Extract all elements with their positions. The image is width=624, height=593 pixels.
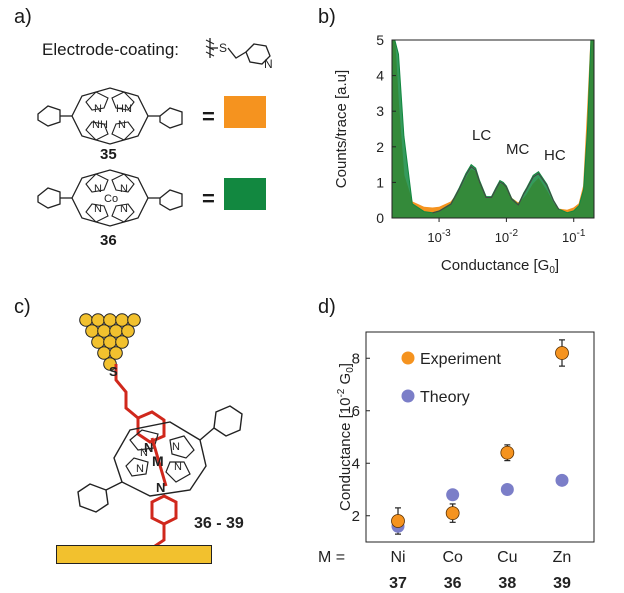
metal-category-label: Co <box>442 549 463 566</box>
histogram-xtick-label: 10-2 <box>495 228 519 245</box>
compound-number-35: 35 <box>100 146 117 163</box>
porphyrin-35-atom-nh: NH <box>92 119 108 131</box>
gold-electrode-bottom <box>56 545 212 564</box>
experiment-point <box>500 445 515 460</box>
porphyrin-36-atom-n4: N <box>120 203 128 215</box>
porphyrin-36-atom-n2: N <box>120 183 128 195</box>
scatter-ytick-label: 4 <box>352 455 360 472</box>
histogram-ytick-label: 1 <box>376 174 384 190</box>
equals-35: = <box>202 104 215 129</box>
legend-marker <box>401 389 415 403</box>
metal-category-label: Zn <box>553 549 572 566</box>
linker-n-atom: N <box>264 57 273 71</box>
histogram-y-axis-label: Counts/trace [a.u] <box>333 70 350 188</box>
legend-label: Theory <box>420 389 470 406</box>
m-equals-label: M = <box>318 549 345 566</box>
gold-atom <box>121 324 135 338</box>
phenyl-right <box>213 405 243 437</box>
scatter-ytick-label: 8 <box>352 350 360 367</box>
histogram-ytick-label: 5 <box>376 32 384 48</box>
equals-36: = <box>202 186 215 211</box>
molecular-junction-diagram: S N N N N N M N S 36 - 39 <box>77 313 244 564</box>
porphyrin-36-structure: N N Co N N <box>37 169 183 227</box>
compound-number-label: 36 <box>444 575 462 592</box>
histogram-frame <box>391 39 595 219</box>
panel-label-c: c) <box>14 296 31 318</box>
phenyl-left <box>77 483 109 513</box>
histogram-xtick-label: 10-3 <box>427 228 451 245</box>
experiment-point <box>445 506 460 521</box>
histogram-area-36 <box>391 39 595 219</box>
ring-n-2: N <box>172 441 180 453</box>
theory-point <box>500 483 514 496</box>
porphyrin-36-atom-co: Co <box>104 193 118 205</box>
swatch-36 <box>224 178 266 210</box>
porphyrin-35-atom-hn: HN <box>116 103 132 115</box>
histogram-ytick-label: 4 <box>376 68 384 84</box>
compound-number-36-a: 36 <box>100 232 117 249</box>
histogram-ytick-label: 0 <box>376 210 384 226</box>
peak-label-lc: LC <box>472 127 491 144</box>
porphyrin-36-atom-n1: N <box>94 183 102 195</box>
porphyrin-35-atom-n-top: N <box>94 103 102 115</box>
top-linker <box>114 364 139 420</box>
bottom-pyridine <box>150 494 178 526</box>
linker-s-atom: S <box>219 41 227 55</box>
swatch-35 <box>224 96 266 128</box>
ring-n-3: N <box>136 463 144 475</box>
gold-atom <box>115 335 129 349</box>
histogram-ytick-label: 2 <box>376 139 384 155</box>
panel-label-d: d) <box>318 296 336 318</box>
porphyrin-core <box>113 421 207 497</box>
porphyrin-36-atom-n3: N <box>94 203 102 215</box>
experiment-point <box>555 346 569 360</box>
compound-number-label: 39 <box>553 575 571 592</box>
metal-category-label: Cu <box>497 549 517 566</box>
top-s-atom: S <box>109 364 118 379</box>
histogram-fit-curve <box>432 165 560 214</box>
experiment-point <box>391 514 405 528</box>
gold-atom <box>127 313 141 327</box>
metal-atom: M <box>152 453 164 469</box>
scatter-ytick-label: 2 <box>352 508 360 525</box>
conductance-vs-metal-chart: 2 4 6 8 Ni 37 Co 36 Cu 38 Zn 39 Experiment Theory C… <box>318 331 595 592</box>
legend-marker <box>401 351 415 365</box>
histogram-ytick-label: 3 <box>376 103 384 119</box>
compound-range-label: 36 - 39 <box>194 515 244 532</box>
peak-label-mc: MC <box>506 141 529 158</box>
theory-point <box>555 473 569 487</box>
scatter-y-axis-label: Conductance [10-2 G0] <box>336 363 356 511</box>
ring-n-4: N <box>174 461 182 473</box>
theory-point <box>446 488 460 502</box>
ring-n-1: N <box>140 447 148 459</box>
panel-label-a: a) <box>14 6 32 28</box>
gold-atom <box>109 346 123 360</box>
metal-category-label: Ni <box>390 549 405 566</box>
electrode-coating-label: Electrode-coating: <box>42 40 180 59</box>
compound-number-label: 37 <box>389 575 407 592</box>
bottom-n-atom: N <box>156 480 165 495</box>
histogram-x-axis-label: Conductance [G0] <box>441 257 559 276</box>
histogram-area-35 <box>391 39 595 219</box>
scatter-ytick-label: 6 <box>352 403 360 420</box>
porphyrin-35-structure: N HN NH N <box>37 87 183 145</box>
compound-number-label: 38 <box>498 575 516 592</box>
conductance-histogram: 0 1 2 3 4 5 10-3 10-2 10-1 LC MC HC Counts/trac… <box>333 32 595 276</box>
linker-structure: S N <box>205 38 273 71</box>
porphyrin-35-atom-n-bottom: N <box>118 119 126 131</box>
legend-label: Experiment <box>420 351 501 368</box>
peak-label-hc: HC <box>544 147 566 164</box>
scatter-frame <box>365 331 595 543</box>
histogram-xtick-label: 10-1 <box>562 228 586 245</box>
top-n-atom: N <box>144 440 153 455</box>
panel-label-b: b) <box>318 6 336 28</box>
